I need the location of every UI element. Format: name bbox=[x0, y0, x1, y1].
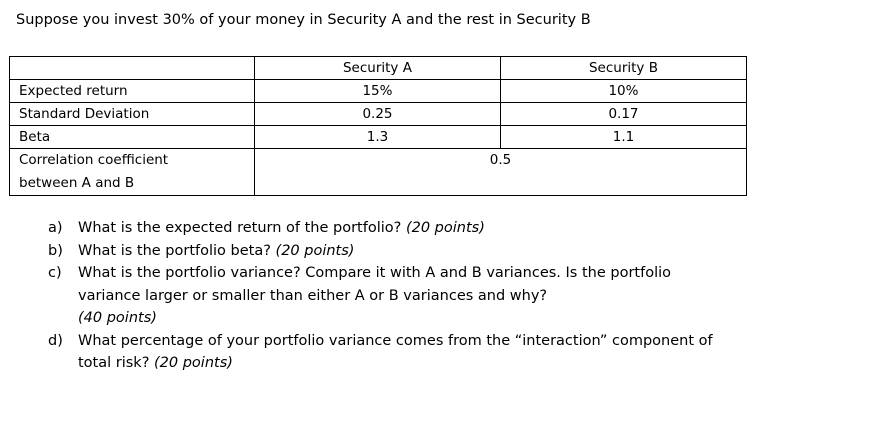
question-list: a) What is the expected return of the po… bbox=[48, 217, 848, 375]
question-text: What is the expected return of the portf… bbox=[78, 220, 402, 236]
question-a: a) What is the expected return of the po… bbox=[48, 217, 848, 240]
row-label: Beta bbox=[9, 125, 255, 149]
table-header-row: Security A Security B bbox=[9, 56, 748, 80]
correlation-label-line1: Correlation coefficient bbox=[19, 152, 169, 168]
question-letter: a) bbox=[48, 220, 63, 236]
security-a-value: 1.3 bbox=[254, 125, 501, 149]
header-empty-cell bbox=[9, 56, 255, 80]
correlation-row: Correlation coefficient between A and B … bbox=[9, 148, 747, 196]
question-points: (40 points) bbox=[78, 310, 157, 326]
correlation-value: 0.5 bbox=[254, 148, 747, 196]
security-b-value: 1.1 bbox=[499, 125, 748, 149]
question-c: c) What is the portfolio variance? Compa… bbox=[48, 262, 848, 330]
row-label: Expected return bbox=[9, 79, 255, 103]
question-text-line1: What percentage of your portfolio varian… bbox=[78, 332, 713, 349]
table-row: Beta 1.3 1.1 bbox=[9, 125, 748, 149]
correlation-label-line2: between A and B bbox=[19, 175, 135, 191]
question-points: (20 points) bbox=[275, 242, 355, 259]
question-letter: d) bbox=[48, 332, 63, 349]
question-text-line2: total risk? bbox=[78, 355, 150, 371]
correlation-label: Correlation coefficient between A and B bbox=[9, 148, 255, 196]
question-points: (20 points) bbox=[154, 355, 233, 371]
header-security-a: Security A bbox=[254, 56, 501, 80]
question-letter: b) bbox=[48, 242, 63, 259]
security-a-value: 15% bbox=[254, 79, 501, 103]
table-row: Standard Deviation 0.25 0.17 bbox=[9, 102, 748, 126]
table-row: Expected return 15% 10% bbox=[9, 79, 748, 103]
security-b-value: 10% bbox=[499, 79, 748, 103]
question-b: b) What is the portfolio beta? (20 point… bbox=[48, 240, 848, 263]
question-text-line2: variance larger or smaller than either A… bbox=[78, 287, 548, 304]
row-label: Standard Deviation bbox=[9, 102, 255, 126]
question-points: (20 points) bbox=[405, 220, 485, 236]
question-text: What is the portfolio beta? bbox=[78, 242, 271, 259]
question-d: d) What percentage of your portfolio var… bbox=[48, 330, 848, 375]
question-letter: c) bbox=[48, 265, 62, 281]
security-a-value: 0.25 bbox=[254, 102, 501, 126]
header-security-b: Security B bbox=[499, 56, 748, 80]
intro-text: Suppose you invest 30% of your money in … bbox=[16, 12, 591, 28]
securities-table: Security A Security B Expected return 15… bbox=[9, 56, 748, 196]
question-text-line1: What is the portfolio variance? Compare … bbox=[78, 265, 671, 281]
security-b-value: 0.17 bbox=[499, 102, 748, 126]
